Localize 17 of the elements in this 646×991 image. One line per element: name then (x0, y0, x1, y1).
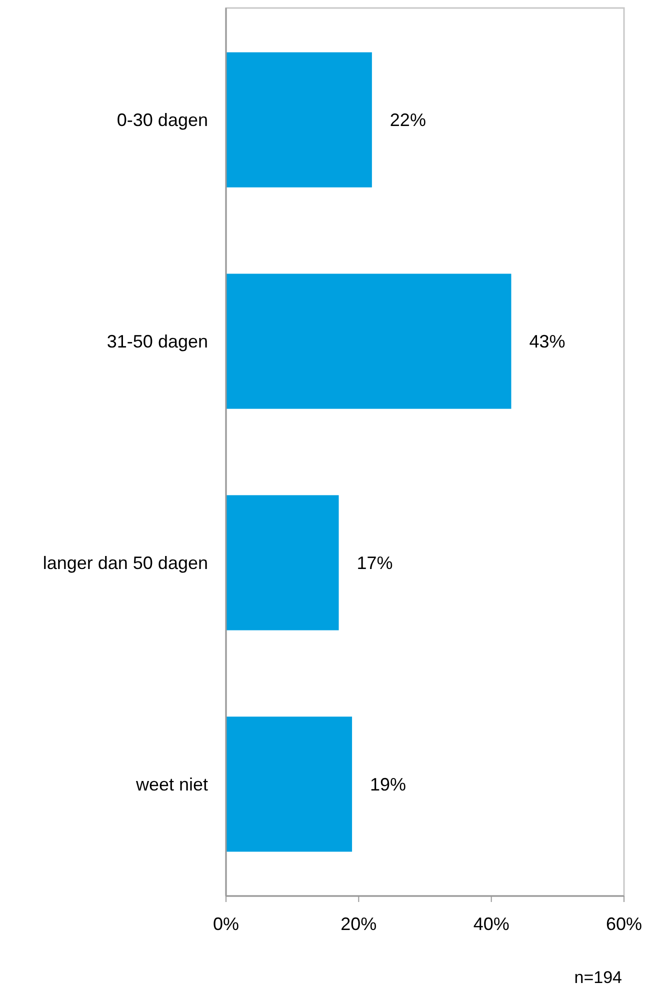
bar (226, 52, 372, 188)
data-label: 22% (390, 110, 426, 130)
bar (226, 716, 352, 852)
bar (226, 495, 339, 630)
bar (226, 274, 512, 409)
y-tick-label: weet niet (134, 774, 208, 794)
x-tick-label: 40% (473, 914, 510, 934)
y-tick-label: langer dan 50 dagen (42, 553, 208, 574)
data-label: 17% (356, 553, 393, 574)
y-tick-label: 0-30 dagen (116, 110, 208, 130)
x-tick-label: 0% (212, 914, 240, 934)
x-tick-label: 20% (340, 914, 377, 934)
data-label: 43% (529, 332, 566, 352)
data-label: 19% (370, 774, 406, 794)
x-tick-label: 60% (606, 914, 642, 934)
y-tick-label: 31-50 dagen (106, 332, 208, 352)
text: n=194 (574, 968, 622, 987)
